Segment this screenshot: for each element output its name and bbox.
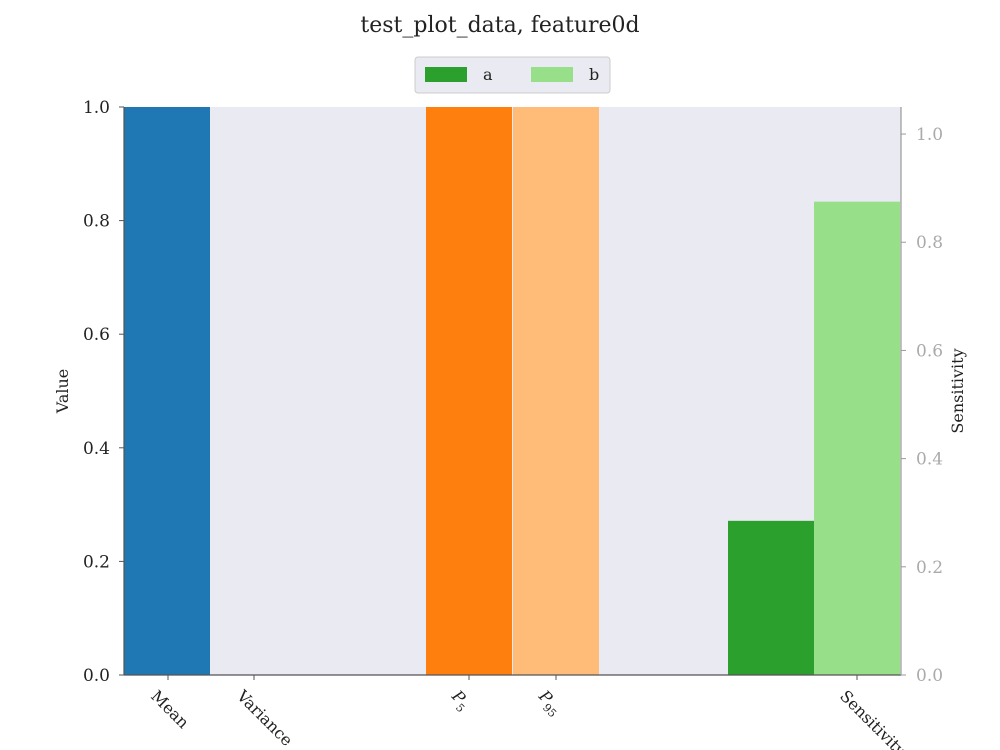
y-tick-label-left: 0.8 <box>83 212 110 232</box>
legend-label-b: b <box>589 65 599 84</box>
legend-box <box>414 56 611 94</box>
category-labels: Mean Variance P5 P95 Sensitivity <box>147 686 910 750</box>
category-label-mean: Mean <box>147 686 193 732</box>
bars <box>124 107 900 675</box>
y-tick-label-left: 0.0 <box>83 666 110 686</box>
y-tick-label-left: 1.0 <box>83 98 110 118</box>
legend-label-a: a <box>483 65 493 84</box>
bar-sensitivity-b <box>814 201 900 675</box>
category-label-sensitivity: Sensitivity <box>836 686 910 750</box>
bar-p5 <box>426 107 512 675</box>
bar-p95 <box>513 107 599 675</box>
chart-title: test_plot_data, feature0d <box>360 13 639 38</box>
category-label-p95: P95 <box>532 686 566 720</box>
y-tick-label-right: 0.4 <box>916 450 943 470</box>
y-tick-label-right: 0.8 <box>916 233 943 253</box>
y-tick-label-left: 0.4 <box>83 439 110 459</box>
y-tick-label-left: 0.2 <box>83 552 110 572</box>
legend-swatch-b <box>531 67 573 82</box>
y-axis-right-label: Sensitivity <box>948 348 967 433</box>
y-tick-label-left: 0.6 <box>83 325 110 345</box>
y-tick-label-right: 0.6 <box>916 341 943 361</box>
y-tick-label-right: 1.0 <box>916 125 943 145</box>
axes: 0.0 0.2 0.4 0.6 0.8 1.0 0.0 0.2 0.4 0.6 0.8 1.0 <box>83 98 943 686</box>
legend-swatch-a <box>425 67 467 82</box>
y-tick-label-right: 0.0 <box>916 666 943 686</box>
y-axis-label: Value <box>53 369 72 415</box>
bar-mean <box>124 107 210 675</box>
y-tick-label-right: 0.2 <box>916 558 943 578</box>
category-label-variance: Variance <box>232 686 296 750</box>
bar-sensitivity-a <box>728 520 814 675</box>
category-label-p5: P5 <box>445 686 475 716</box>
